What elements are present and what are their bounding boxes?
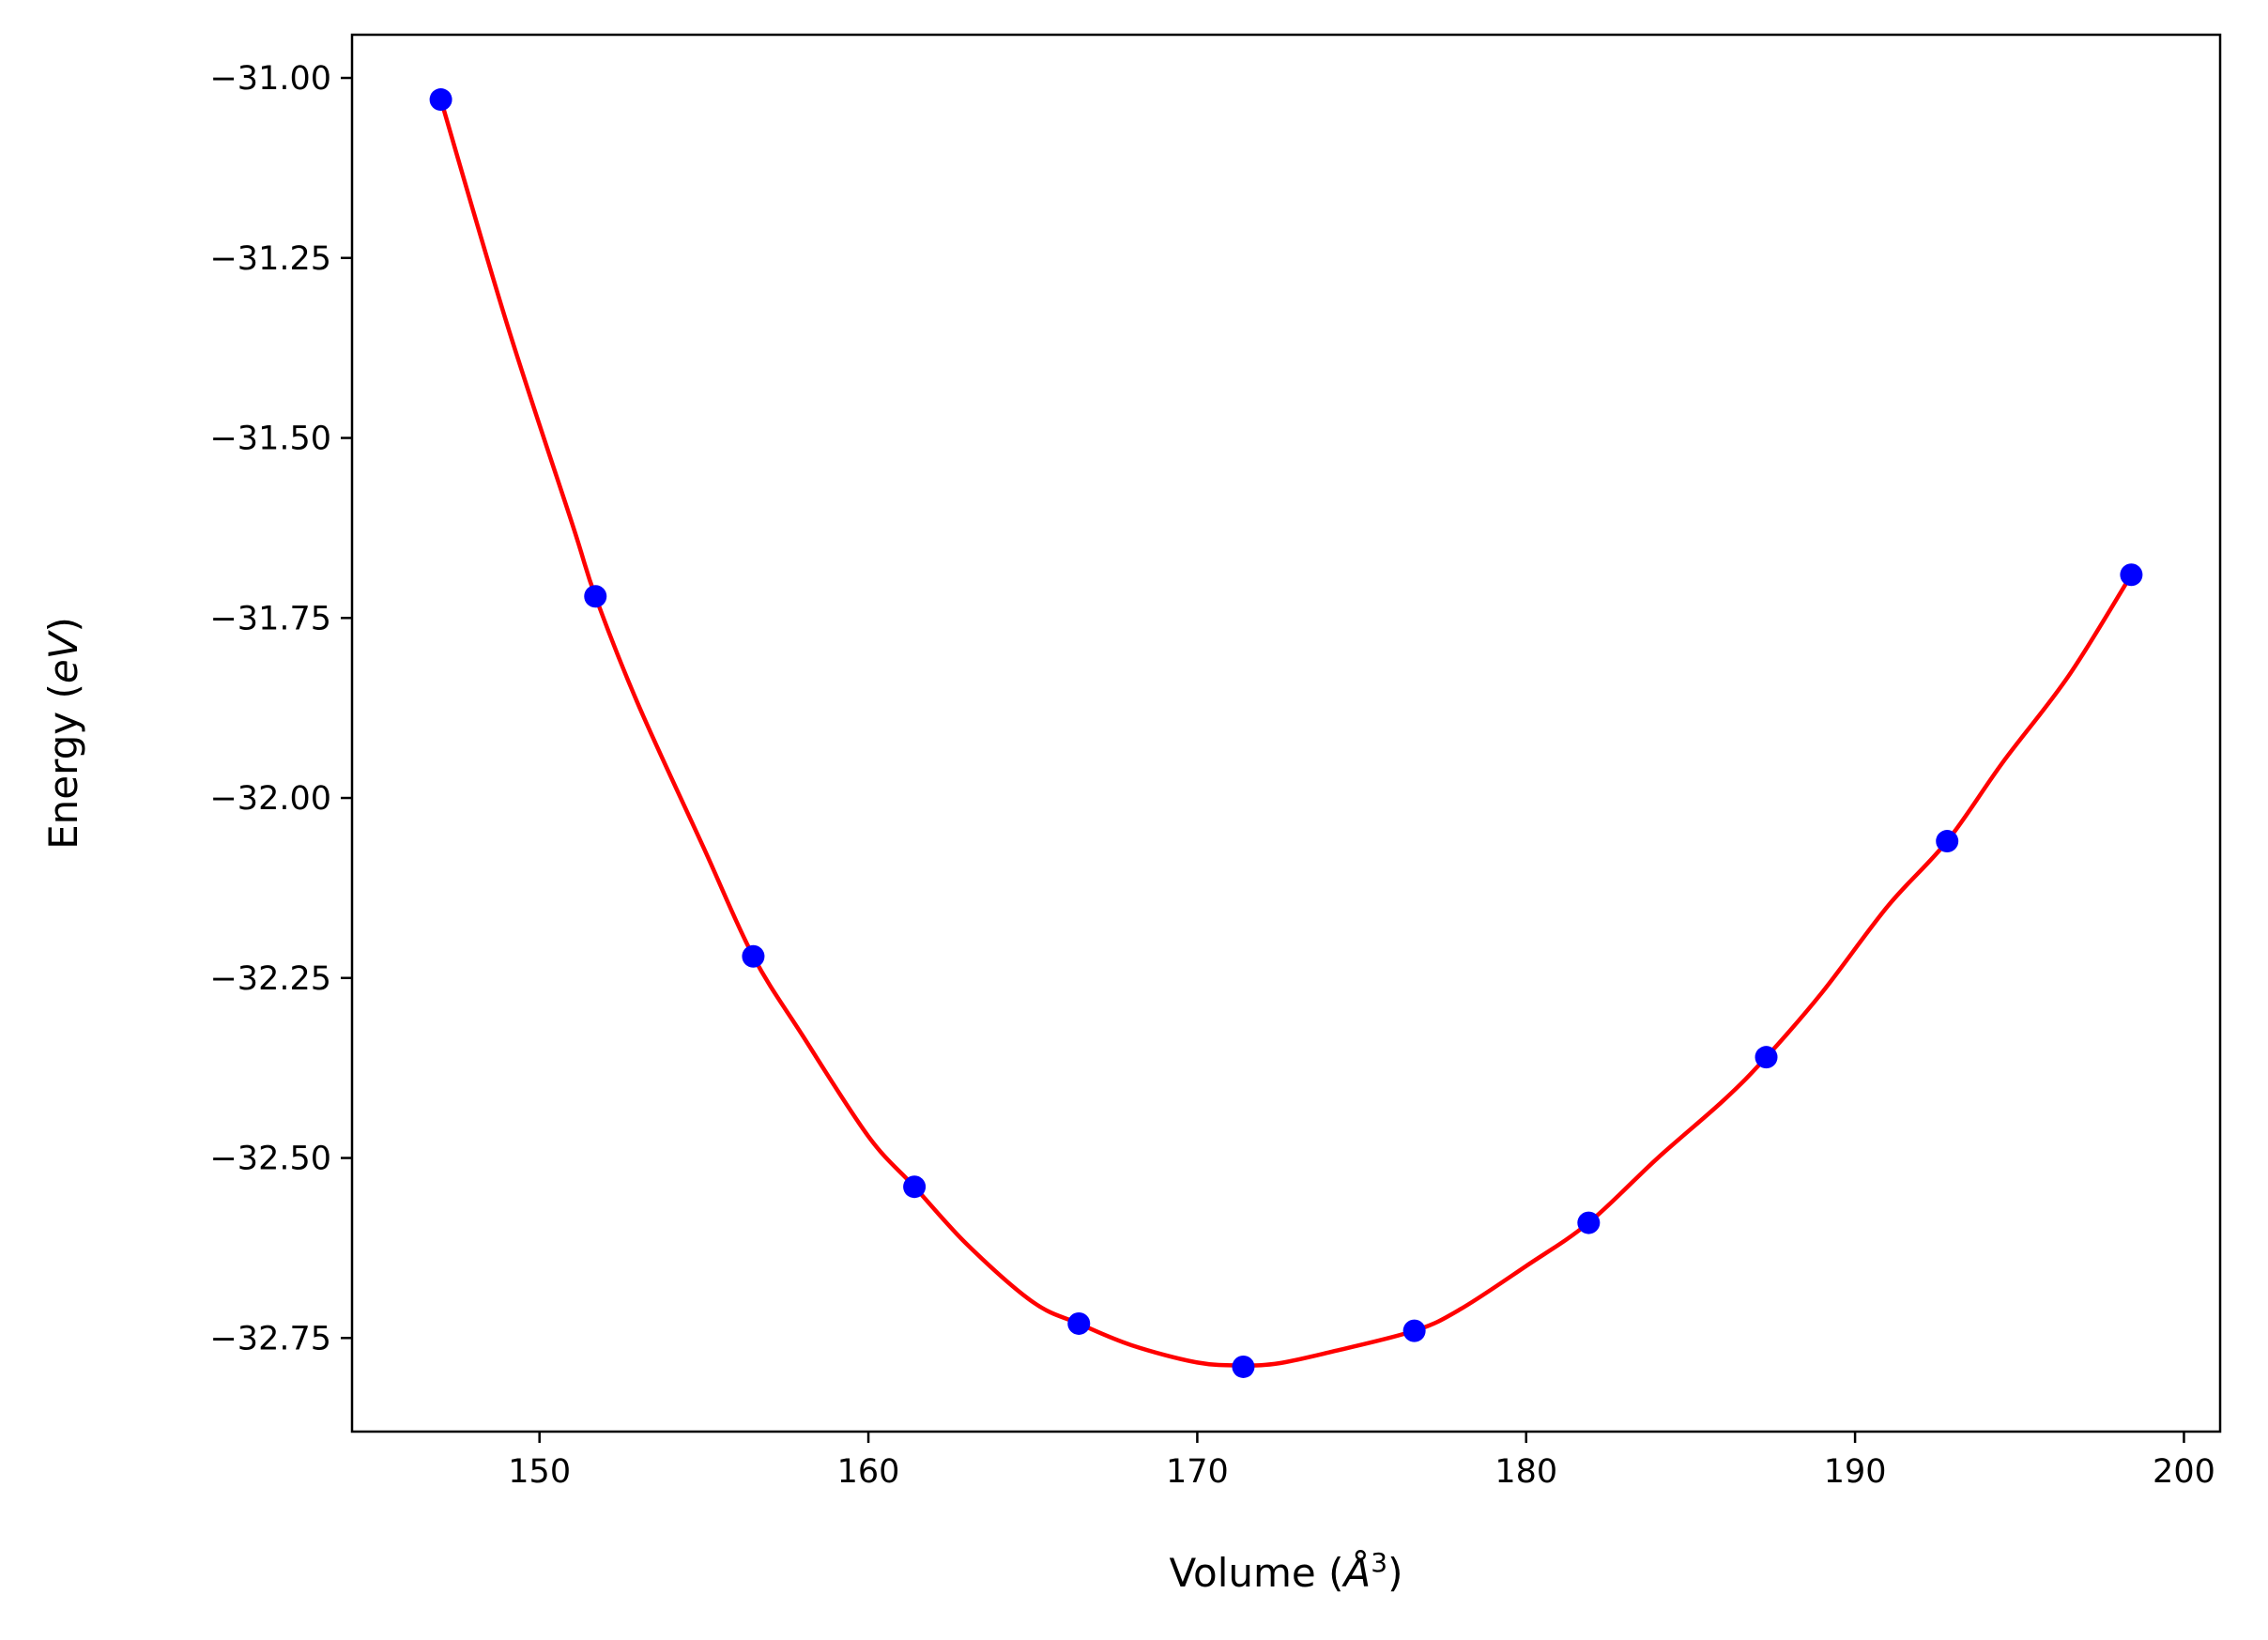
x-axis-title: Volume (Å3) xyxy=(1170,1547,1403,1596)
x-axis: 150 160 170 180 190 200 xyxy=(508,1432,2215,1491)
y-tick-label: −32.75 xyxy=(209,1320,331,1357)
data-point xyxy=(1577,1211,1601,1234)
data-point xyxy=(1755,1046,1778,1069)
y-axis-title: Energy (eV) xyxy=(40,617,86,850)
data-point xyxy=(429,88,452,112)
x-axis-label: Volume xyxy=(1170,1550,1316,1596)
data-point xyxy=(1402,1319,1426,1342)
y-axis: −31.00 −31.25 −31.50 −31.75 −32.00 −32.25 −32.… xyxy=(209,60,352,1357)
data-point xyxy=(742,944,765,968)
x-axis-unit-symbol: Å xyxy=(1341,1549,1372,1596)
series-layer xyxy=(429,88,2143,1378)
x-tick-label: 170 xyxy=(1166,1453,1229,1491)
x-tick-label: 190 xyxy=(1824,1453,1887,1491)
y-tick-label: −32.50 xyxy=(209,1141,331,1178)
y-tick-label: −31.00 xyxy=(209,60,331,98)
data-point xyxy=(584,585,607,608)
data-point xyxy=(1067,1311,1091,1335)
y-axis-unit: eV xyxy=(40,629,86,683)
x-axis-unit-power: 3 xyxy=(1371,1547,1387,1578)
data-point xyxy=(1936,830,1959,853)
x-tick-label: 200 xyxy=(2153,1453,2215,1491)
x-tick-label: 150 xyxy=(508,1453,571,1491)
x-tick-label: 160 xyxy=(837,1453,900,1491)
plot-area xyxy=(350,33,2222,1433)
data-point xyxy=(1232,1355,1255,1378)
data-point xyxy=(2120,563,2143,587)
y-tick-label: −31.75 xyxy=(209,600,331,637)
y-axis-label: Energy xyxy=(40,712,86,850)
fit-curve xyxy=(438,99,2134,1368)
y-tick-label: −31.25 xyxy=(209,240,331,278)
data-point xyxy=(903,1175,927,1199)
x-tick-label: 180 xyxy=(1494,1453,1557,1491)
y-tick-label: −31.50 xyxy=(209,421,331,458)
y-tick-label: −32.25 xyxy=(209,960,331,998)
y-tick-label: −32.00 xyxy=(209,780,331,818)
